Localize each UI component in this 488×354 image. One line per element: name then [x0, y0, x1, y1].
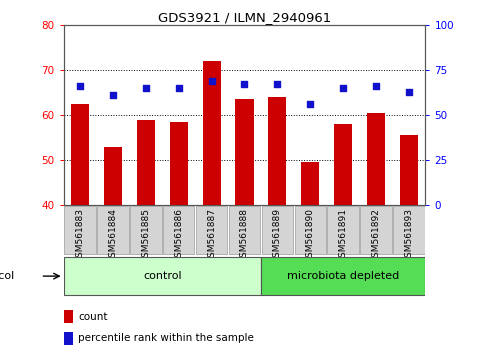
Point	[306, 101, 314, 107]
Bar	[261, 257, 425, 295]
Text: GSM561888: GSM561888	[240, 208, 248, 263]
FancyBboxPatch shape	[64, 206, 96, 254]
Text: GSM561890: GSM561890	[305, 208, 314, 263]
Bar	[301, 162, 319, 205]
Text: GSM561892: GSM561892	[371, 208, 380, 263]
Text: GSM561889: GSM561889	[272, 208, 281, 263]
Text: GSM561884: GSM561884	[108, 208, 117, 263]
FancyBboxPatch shape	[97, 206, 128, 254]
Bar	[63, 332, 72, 345]
Text: GSM561893: GSM561893	[404, 208, 413, 263]
Text: GSM561887: GSM561887	[207, 208, 216, 263]
Text: control: control	[142, 271, 181, 281]
Bar	[366, 113, 385, 205]
Point	[76, 83, 84, 89]
Point	[240, 81, 248, 87]
Text: GSM561886: GSM561886	[174, 208, 183, 263]
Text: GSM561891: GSM561891	[338, 208, 347, 263]
Bar	[103, 147, 122, 205]
Bar	[137, 120, 155, 205]
Point	[371, 83, 379, 89]
Point	[207, 78, 215, 84]
Bar	[169, 122, 187, 205]
Text: microbiota depleted: microbiota depleted	[286, 271, 399, 281]
FancyBboxPatch shape	[163, 206, 194, 254]
Point	[174, 85, 182, 91]
Bar	[399, 135, 417, 205]
FancyBboxPatch shape	[392, 206, 424, 254]
FancyBboxPatch shape	[261, 206, 293, 254]
Point	[273, 81, 281, 87]
Bar	[71, 104, 89, 205]
Bar	[63, 310, 72, 323]
Title: GDS3921 / ILMN_2940961: GDS3921 / ILMN_2940961	[158, 11, 330, 24]
Text: count: count	[78, 312, 107, 322]
Point	[339, 85, 346, 91]
Text: percentile rank within the sample: percentile rank within the sample	[78, 333, 253, 343]
Point	[404, 89, 412, 95]
Text: GSM561885: GSM561885	[141, 208, 150, 263]
FancyBboxPatch shape	[130, 206, 161, 254]
Bar	[268, 97, 286, 205]
Text: protocol: protocol	[0, 271, 15, 281]
FancyBboxPatch shape	[294, 206, 325, 254]
FancyBboxPatch shape	[360, 206, 391, 254]
FancyBboxPatch shape	[195, 206, 227, 254]
Bar	[63, 257, 261, 295]
Bar	[333, 124, 351, 205]
FancyBboxPatch shape	[228, 206, 260, 254]
FancyBboxPatch shape	[327, 206, 358, 254]
Point	[142, 85, 149, 91]
Bar	[235, 99, 253, 205]
Point	[109, 92, 117, 98]
Text: GSM561883: GSM561883	[75, 208, 84, 263]
Bar	[202, 61, 220, 205]
